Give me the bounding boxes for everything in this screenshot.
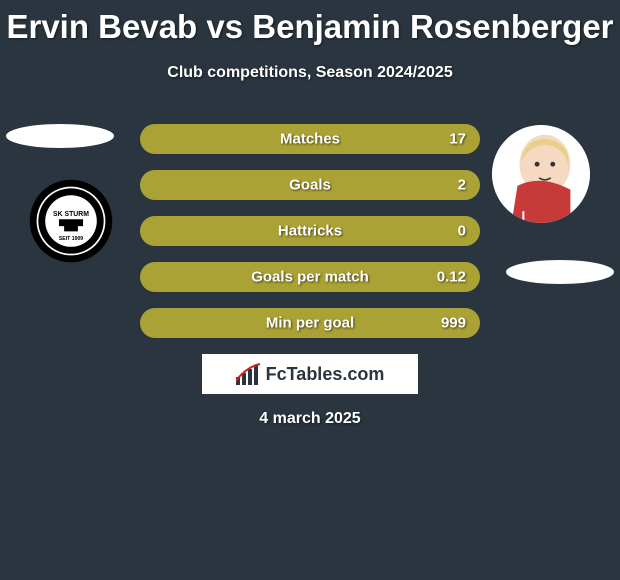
stat-label: Hattricks: [278, 223, 342, 240]
stat-row: Hattricks 0: [140, 216, 480, 246]
page-title: Ervin Bevab vs Benjamin Rosenberger: [0, 0, 620, 46]
right-placeholder-oval: [506, 260, 614, 284]
left-placeholder-oval: [6, 124, 114, 148]
stat-row: Goals per match 0.12: [140, 262, 480, 292]
svg-text:SK STURM: SK STURM: [53, 211, 89, 218]
stat-value: 0.12: [437, 269, 466, 286]
left-club-badge: SK STURM SEIT 1909: [28, 178, 114, 264]
right-player-avatar: [492, 125, 590, 223]
stat-row: Matches 17: [140, 124, 480, 154]
stat-label: Goals: [289, 177, 331, 194]
stat-value: 0: [458, 223, 466, 240]
stat-label: Min per goal: [266, 315, 354, 332]
svg-text:SEIT 1909: SEIT 1909: [59, 236, 83, 242]
stat-label: Goals per match: [251, 269, 369, 286]
date-text: 4 march 2025: [0, 410, 620, 428]
stat-value: 999: [441, 315, 466, 332]
stat-value: 2: [458, 177, 466, 194]
stat-row: Goals 2: [140, 170, 480, 200]
logo-text: FcTables.com: [266, 364, 385, 385]
stats-container: Matches 17 Goals 2 Hattricks 0 Goals per match…: [140, 124, 480, 354]
stat-value: 17: [449, 131, 466, 148]
fctables-logo: FcTables.com: [202, 354, 418, 394]
stat-label: Matches: [280, 131, 340, 148]
stat-row: Min per goal 999: [140, 308, 480, 338]
subtitle: Club competitions, Season 2024/2025: [0, 64, 620, 82]
